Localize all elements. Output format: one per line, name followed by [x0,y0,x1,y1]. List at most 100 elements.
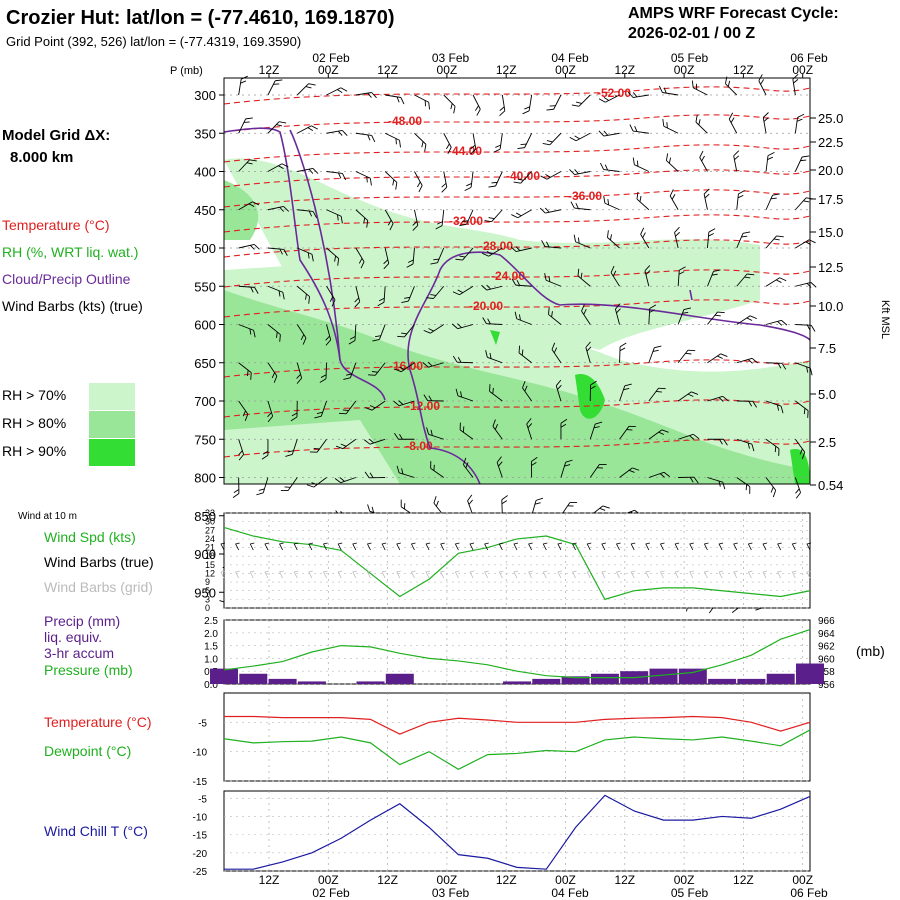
wind-barb-feather [560,418,568,424]
wind-barb-feather [395,182,398,190]
wind-barb-feather [727,80,731,87]
wind-barb-staff [634,164,650,172]
top-date-label: 03 Feb [432,51,470,65]
wind-barb [619,342,627,363]
height-tick-label: 12.5 [818,260,843,275]
sfc-wind-barb-grid [659,570,665,579]
wind-barb [765,277,787,287]
wind-barb-feather [607,199,610,205]
sfc-wind-barb [513,542,519,551]
wind-barb-feather [661,429,669,433]
sfc-wind-barb-grid [528,570,533,579]
wind-barb [326,286,336,307]
wind-barb-staff [758,80,767,96]
wind-barb-staff [313,477,327,488]
wind-barb-feather [307,252,310,259]
wind-barb-feather [535,497,544,501]
sfc-wind-barb-grid [264,570,270,579]
wind-barb [542,132,562,146]
wind-barb-feather [394,368,402,373]
pressure-label: Pressure (mb) [44,662,133,678]
wind-barb [435,209,445,230]
wind-barb-feather [278,165,284,169]
wind-barb-staff [472,94,481,110]
wind-barb-feather [557,384,562,390]
pressure-tick-label: 400 [194,165,216,180]
wind-barb-staff [619,346,621,363]
wind-barb-staff [238,118,247,134]
chill-tick-label: -25 [193,867,208,878]
wind-barb-staff [636,198,650,211]
wind-barb-staff [499,133,503,150]
bottom-date-label: 05 Feb [671,886,709,900]
wind-barb-feather [486,251,493,255]
wind-barb-staff [443,133,452,148]
wind-barb-staff [354,324,357,341]
wind-barb [394,362,415,373]
wind-barb-staff [267,324,281,335]
wind-barb-feather [781,320,788,326]
wind-barb-staff [648,429,663,440]
wind-barb-feather [337,258,340,266]
wind-barb [648,387,666,402]
wind-barb-feather [287,450,294,453]
wind-barb-feather [233,489,240,493]
sfc-wind-barb-grid [235,570,240,579]
isotherm-label: -44.00 [448,144,482,158]
wind-barb [452,285,474,296]
wind-barb [326,87,348,96]
pressure-tick-label: 964 [818,629,835,640]
wind-barb-feather [252,201,260,206]
wind-barb-feather [424,144,427,152]
wind-barb [451,323,474,330]
pressure-tick-label: 650 [194,356,216,371]
wind-barb [326,209,343,224]
wind-barb-feather [395,138,397,145]
wind-barb-staff [326,209,342,217]
wind-barb-feather [368,374,376,376]
sfc-wind-barb-grid [586,570,592,579]
wind-barb-feather [249,159,257,162]
wind-barb-feather [527,423,533,429]
wind-barb [648,471,670,478]
wind-barb-staff [489,391,503,402]
wind-barb-staff [400,362,415,373]
wind-barb [614,303,621,325]
wind-barb-feather [406,263,414,268]
wind-barb [406,247,415,268]
wind-barb-staff [340,477,356,484]
wind-barb-feather [777,362,782,369]
wind-barb [551,342,562,364]
wind-barb-feather [340,87,348,92]
wind-barb [569,132,591,142]
wind-barb [511,209,532,219]
wind-barb-feather [371,506,375,513]
wind-barb-feather [510,246,517,252]
wind-barb-feather [628,469,635,473]
precip-bar [503,681,531,684]
wind-barb-feather [450,103,453,110]
wind-barb-feather [619,347,626,352]
wind-barb-feather [331,299,336,307]
wind-barb-feather [645,270,651,275]
wind-barb-feather [590,385,596,390]
wind-barb-staff [728,118,738,134]
wind-barb [493,133,503,153]
wind-barb [707,269,721,287]
wind-barb-feather [733,150,740,157]
wind-barb-feather [531,462,537,466]
wind-barb [459,422,474,440]
wind-barb-staff [669,195,679,210]
wind-barb-feather [309,451,318,453]
wind-barb-feather [778,448,780,456]
sfc-wind-barb [586,542,592,551]
wind-barb [397,324,415,338]
wind-grid-label: Wind Barbs (grid) [44,579,153,595]
wind-barb-feather [316,411,323,414]
wind-barb-feather [598,98,606,103]
wind-barb-feather [389,223,394,231]
wind-barb [585,341,592,363]
wind-tick-label: 3 [205,594,210,604]
wind-barb-staff [267,80,276,96]
wind-barb [423,394,444,402]
